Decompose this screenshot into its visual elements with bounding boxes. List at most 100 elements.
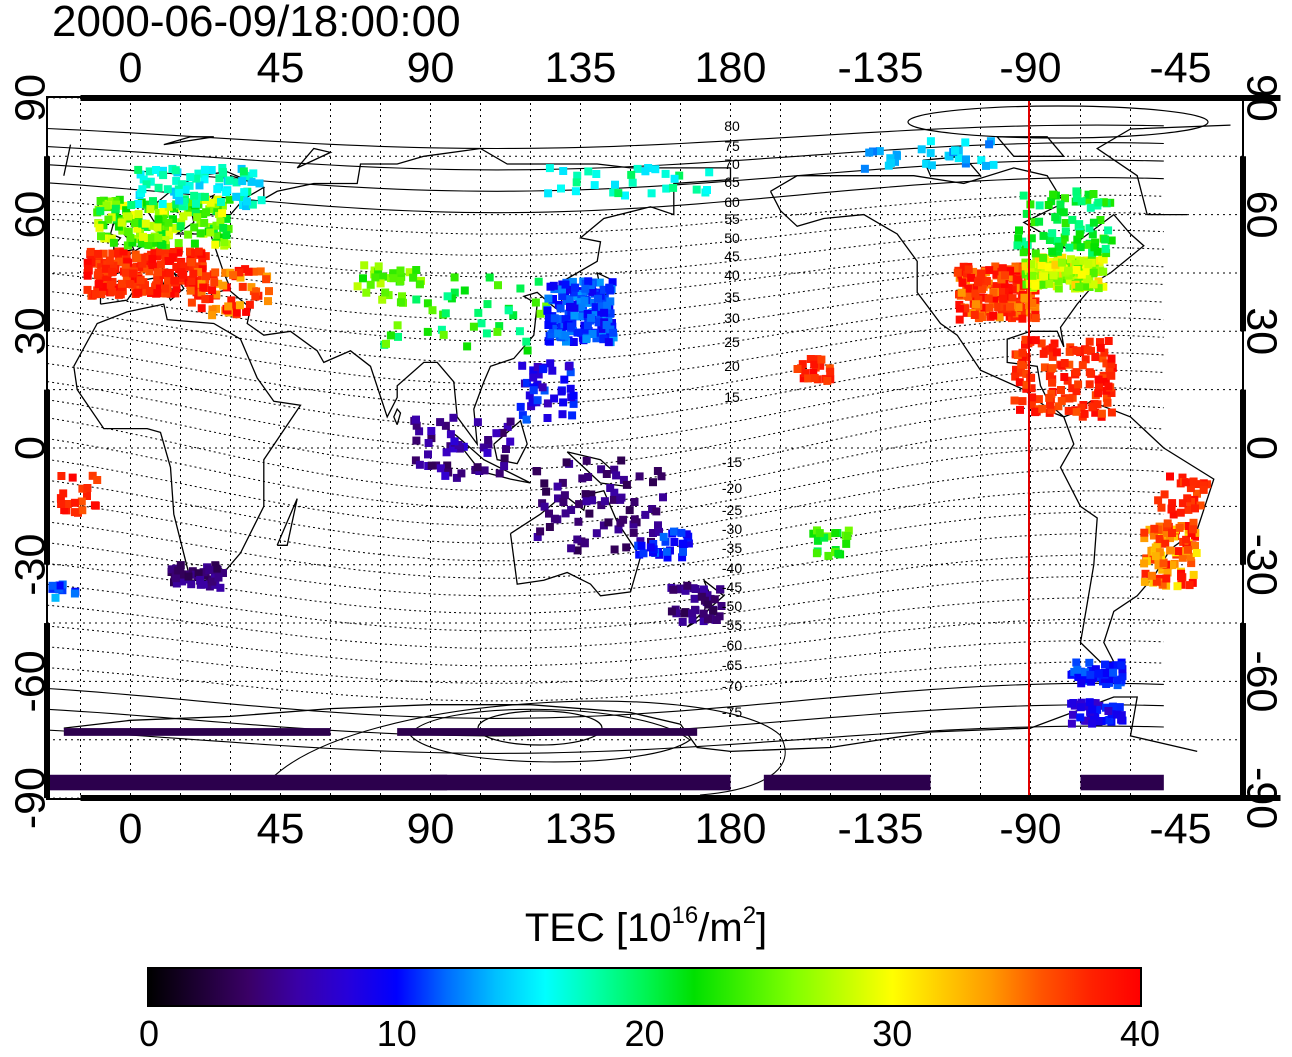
tec-point — [1044, 263, 1053, 272]
lon-tick-label-bottom: 180 — [695, 805, 767, 853]
tec-point — [529, 386, 538, 395]
tec-point — [600, 308, 609, 317]
coastline — [995, 136, 1066, 157]
tec-point — [1018, 314, 1027, 323]
tec-point — [202, 208, 211, 217]
tec-point — [801, 369, 810, 378]
tec-point — [529, 373, 538, 382]
tec-point — [1077, 270, 1086, 279]
tec-point — [484, 436, 493, 444]
tec-point — [179, 212, 188, 221]
tec-point — [1102, 393, 1111, 402]
tec-point — [573, 328, 582, 337]
tec-point — [378, 295, 387, 304]
tec-point — [1085, 658, 1094, 667]
tec-point — [969, 267, 978, 276]
tec-point — [154, 208, 163, 217]
tec-point — [1162, 574, 1171, 583]
tec-point — [192, 199, 200, 208]
tec-point — [955, 304, 964, 313]
tec-point — [1023, 241, 1032, 250]
tec-point — [1084, 260, 1093, 269]
tec-point — [525, 391, 534, 400]
tec-point — [621, 191, 629, 200]
tec-point — [635, 550, 644, 559]
tec-point — [149, 197, 157, 206]
tec-point — [412, 266, 421, 274]
tec-point — [597, 324, 606, 333]
tec-point — [99, 249, 108, 258]
tec-point — [199, 568, 208, 577]
tec-point — [393, 321, 402, 330]
tec-point — [1074, 380, 1083, 389]
tec-point — [1058, 238, 1067, 247]
tec-point — [600, 497, 609, 506]
tec-point — [366, 280, 375, 289]
tec-point — [543, 399, 552, 408]
tec-point — [124, 258, 133, 267]
tec-point — [1090, 243, 1099, 252]
tec-point — [1065, 347, 1074, 356]
tec-point — [114, 290, 123, 299]
tec-point — [190, 239, 199, 248]
tec-point — [817, 355, 826, 364]
tec-point — [544, 321, 553, 329]
tec-point — [509, 311, 518, 320]
tec-point — [1097, 409, 1106, 418]
tec-point — [1155, 548, 1164, 557]
tec-point — [1031, 281, 1040, 290]
tec-point — [70, 589, 79, 598]
tec-point — [594, 318, 603, 327]
tec-point — [215, 174, 224, 183]
tec-point — [1175, 523, 1184, 532]
tec-point — [84, 264, 92, 273]
tec-point — [219, 569, 227, 577]
tec-point — [614, 189, 623, 198]
tec-point — [396, 298, 405, 307]
tec-point — [220, 238, 229, 246]
tec-point — [117, 218, 126, 227]
contour-line — [47, 247, 1164, 299]
tec-point — [964, 284, 973, 293]
tec-point — [886, 154, 895, 163]
contour-label: -60 — [722, 637, 742, 653]
tec-point — [1140, 577, 1149, 586]
tec-point — [688, 609, 696, 618]
tec-point — [1147, 571, 1156, 580]
tec-point — [806, 355, 815, 363]
tec-point — [205, 582, 214, 591]
tec-point — [374, 268, 383, 277]
tec-point — [206, 198, 215, 207]
tec-point — [533, 533, 542, 541]
tec-point — [99, 282, 107, 291]
tec-point — [1088, 402, 1097, 411]
contour-line — [47, 682, 1164, 719]
tec-point — [683, 581, 692, 590]
tec-point — [612, 471, 621, 480]
tec-point — [449, 444, 458, 453]
tec-point — [97, 263, 106, 272]
tec-point — [997, 288, 1006, 296]
tec-point — [474, 308, 483, 317]
tec-point — [1019, 191, 1028, 200]
tec-point — [415, 460, 424, 469]
tec-point — [1061, 219, 1070, 227]
tec-data-points — [47, 137, 1212, 791]
tec-point — [594, 294, 602, 303]
colorbar-tick-label: 40 — [1119, 1013, 1161, 1054]
tec-point — [483, 448, 492, 457]
tec-point — [196, 575, 205, 584]
tec-point — [359, 274, 367, 283]
tec-point — [989, 311, 998, 320]
tec-point — [160, 246, 169, 255]
tec-point — [1187, 559, 1196, 568]
tec-point — [972, 283, 981, 292]
tec-point — [674, 585, 683, 594]
tec-point — [506, 417, 515, 426]
tec-point — [985, 140, 994, 149]
tec-point — [125, 280, 134, 288]
tec-point — [703, 186, 711, 194]
tec-point — [812, 549, 821, 558]
coastline — [73, 303, 302, 581]
tec-point — [715, 612, 724, 621]
